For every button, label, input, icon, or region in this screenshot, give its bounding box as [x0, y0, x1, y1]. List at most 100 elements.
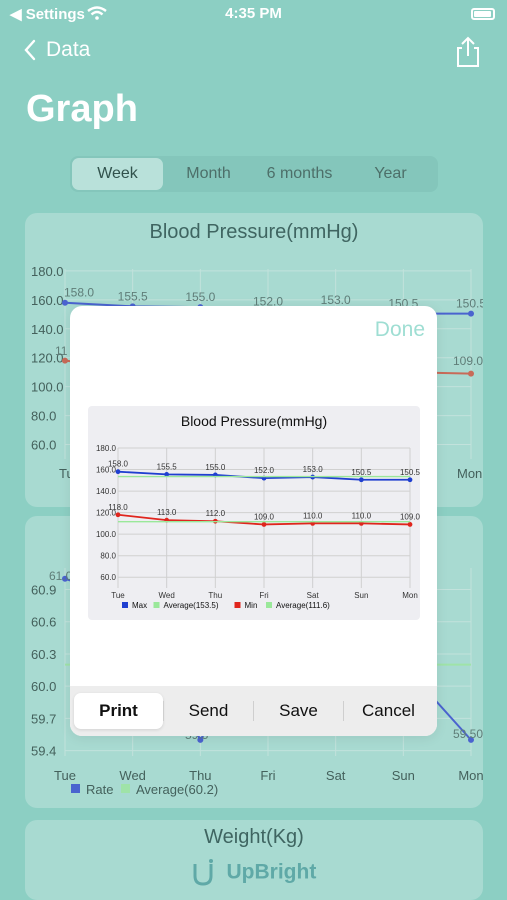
y-tick-label: 60.3: [31, 647, 56, 662]
data-label: 155.5: [157, 462, 178, 471]
y-tick-label: 180.0: [96, 444, 117, 453]
nav-bar: Data: [0, 36, 507, 72]
action-bar: Print Send Save Cancel: [70, 686, 437, 736]
done-button[interactable]: Done: [374, 318, 425, 341]
x-tick-label: Fri: [260, 768, 275, 783]
clock: 4:35 PM: [225, 5, 282, 22]
data-label: 155.0: [205, 463, 226, 472]
preview-chart-title: Blood Pressure(mmHg): [181, 413, 327, 429]
data-label: 153.0: [303, 465, 324, 474]
segment-6-months[interactable]: 6 months: [266, 165, 333, 182]
chart-preview: Blood Pressure(mmHg) 180.0 160.0 140.0 120.0…: [88, 406, 420, 620]
back-button[interactable]: Data: [24, 38, 90, 62]
bp-preview-chart: Blood Pressure(mmHg) 180.0 160.0 140.0 120.0…: [96, 413, 420, 610]
segment-week[interactable]: Week: [72, 158, 163, 190]
data-label: 113.0: [157, 508, 177, 517]
x-tick-label: Sat: [326, 768, 346, 783]
y-tick-label: 59.4: [31, 744, 56, 759]
data-point: [197, 736, 204, 743]
data-label: 152.0: [253, 294, 283, 308]
data-point: [468, 370, 474, 377]
chevron-left-icon: [24, 39, 36, 61]
data-point: [468, 736, 474, 743]
legend-swatch: [121, 784, 130, 793]
data-label: 155.0: [185, 290, 215, 304]
legend-label: Max: [132, 601, 147, 610]
x-tick-label: Fri: [259, 591, 269, 600]
legend-swatch: [234, 602, 241, 608]
data-point: [62, 357, 68, 364]
data-label: 158.0: [108, 460, 129, 469]
y-tick-label: 60.0: [31, 438, 56, 453]
data-point: [407, 477, 413, 483]
battery-icon: [471, 8, 495, 20]
data-label: 59.50: [453, 727, 483, 741]
y-tick-label: 160.0: [31, 293, 64, 308]
weight-card: Weight(Kg): [25, 820, 483, 900]
x-tick-label: Tue: [54, 768, 76, 783]
data-point: [115, 469, 121, 475]
back-label: Data: [46, 38, 91, 61]
x-tick-label: Mon: [402, 591, 418, 600]
data-label: 109.0: [254, 512, 275, 521]
data-point: [468, 310, 474, 317]
divider: [253, 701, 254, 721]
data-label: 152.0: [254, 466, 275, 475]
legend-swatch: [71, 784, 80, 793]
y-tick-label: 100.0: [96, 530, 117, 539]
data-point: [62, 299, 68, 306]
data-label: 109.0: [400, 512, 420, 521]
page-title: Graph: [26, 88, 138, 130]
legend-swatch: [266, 602, 272, 608]
upbright-logo-icon: [193, 859, 213, 886]
wifi-icon: [87, 6, 107, 20]
period-selector: Week Month 6 months Year: [70, 156, 438, 192]
x-tick-label: Sun: [392, 768, 415, 783]
y-tick-label: 59.7: [31, 711, 56, 726]
y-tick-label: 60.0: [100, 573, 116, 582]
export-modal: Done Blood Pressure(mmHg) 180.0 160.0 140.0…: [70, 306, 437, 736]
data-label: 110.0: [303, 511, 323, 520]
data-label: 112.0: [206, 509, 226, 518]
x-tick-label: Mon: [457, 466, 482, 481]
legend-swatch: [122, 602, 128, 608]
cancel-button[interactable]: Cancel: [362, 701, 415, 720]
legend-label: Average(60.2): [136, 782, 218, 797]
brand-logo: UpBright: [0, 858, 507, 888]
data-point: [407, 522, 413, 527]
data-point: [358, 477, 364, 483]
send-button[interactable]: Send: [188, 701, 229, 720]
y-tick-label: 60.6: [31, 615, 56, 630]
data-label: 155.5: [118, 289, 148, 303]
brand-name: UpBright: [226, 860, 317, 884]
save-button[interactable]: Save: [279, 701, 318, 720]
legend-swatch: [153, 602, 160, 608]
x-tick-label: Thu: [208, 591, 222, 600]
y-tick-label: 80.0: [31, 409, 56, 424]
y-tick-label: 100.0: [31, 380, 64, 395]
legend-label: Average(153.5): [164, 601, 219, 610]
divider: [343, 701, 344, 721]
status-bar: ◀ Settings 4:35 PM: [0, 0, 507, 28]
bp-card-title: Blood Pressure(mmHg): [149, 221, 359, 243]
y-tick-label: 180.0: [31, 264, 64, 279]
y-tick-label: 140.0: [31, 322, 64, 337]
legend-label: Average(111.6): [276, 601, 330, 610]
segment-year[interactable]: Year: [374, 165, 407, 182]
data-label: 109.0: [453, 354, 483, 368]
data-label: 150.5: [351, 468, 372, 477]
y-tick-label: 80.0: [100, 552, 116, 561]
weight-card-title: Weight(Kg): [204, 826, 304, 848]
print-button[interactable]: Print: [74, 693, 163, 729]
data-label: 158.0: [64, 286, 94, 300]
y-tick-label: 120.0: [31, 351, 64, 366]
y-tick-label: 140.0: [96, 487, 117, 496]
data-label: 11: [55, 344, 68, 358]
data-point: [62, 575, 68, 582]
segment-month[interactable]: Month: [186, 165, 231, 182]
data-label: 150.5: [456, 297, 483, 311]
y-tick-label: 60.0: [31, 679, 56, 694]
legend-label: Rate: [86, 782, 113, 797]
back-to-settings[interactable]: ◀ Settings: [10, 6, 85, 23]
share-icon[interactable]: [455, 36, 481, 68]
